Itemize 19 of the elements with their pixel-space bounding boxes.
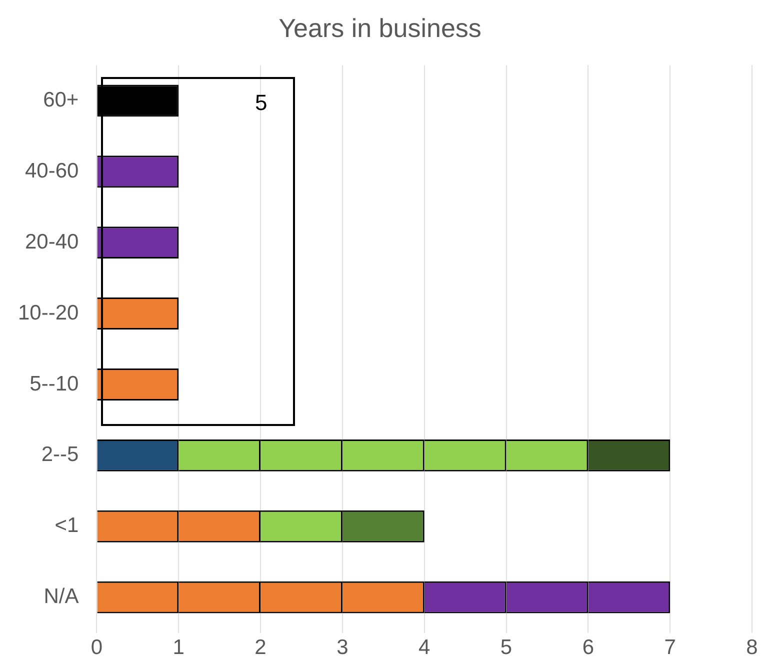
y-tick-label: 5--10 — [30, 372, 79, 396]
y-tick-label: 20-40 — [24, 230, 79, 254]
annotation: 5 — [255, 90, 268, 116]
x-tick-label: 0 — [90, 636, 103, 660]
x-tick-label: 6 — [582, 636, 594, 660]
y-tick-label: <1 — [54, 514, 79, 538]
x-tick-label: 7 — [664, 636, 676, 660]
x-tick-label: 3 — [336, 636, 348, 660]
y-tick-label: 60+ — [43, 88, 79, 112]
x-tick-label: 4 — [418, 636, 431, 660]
y-tick-label: 40-60 — [24, 159, 79, 182]
x-tick-label: 2 — [254, 636, 266, 660]
x-tick-label: 1 — [172, 636, 184, 660]
y-tick-label: N/A — [44, 585, 79, 608]
x-tick-label: 8 — [746, 636, 758, 660]
y-tick-label: 2--5 — [41, 443, 79, 466]
x-tick-label: 5 — [500, 636, 512, 660]
chart-title: Years in business — [278, 12, 482, 43]
y-tick-label: 10--20 — [18, 301, 79, 324]
